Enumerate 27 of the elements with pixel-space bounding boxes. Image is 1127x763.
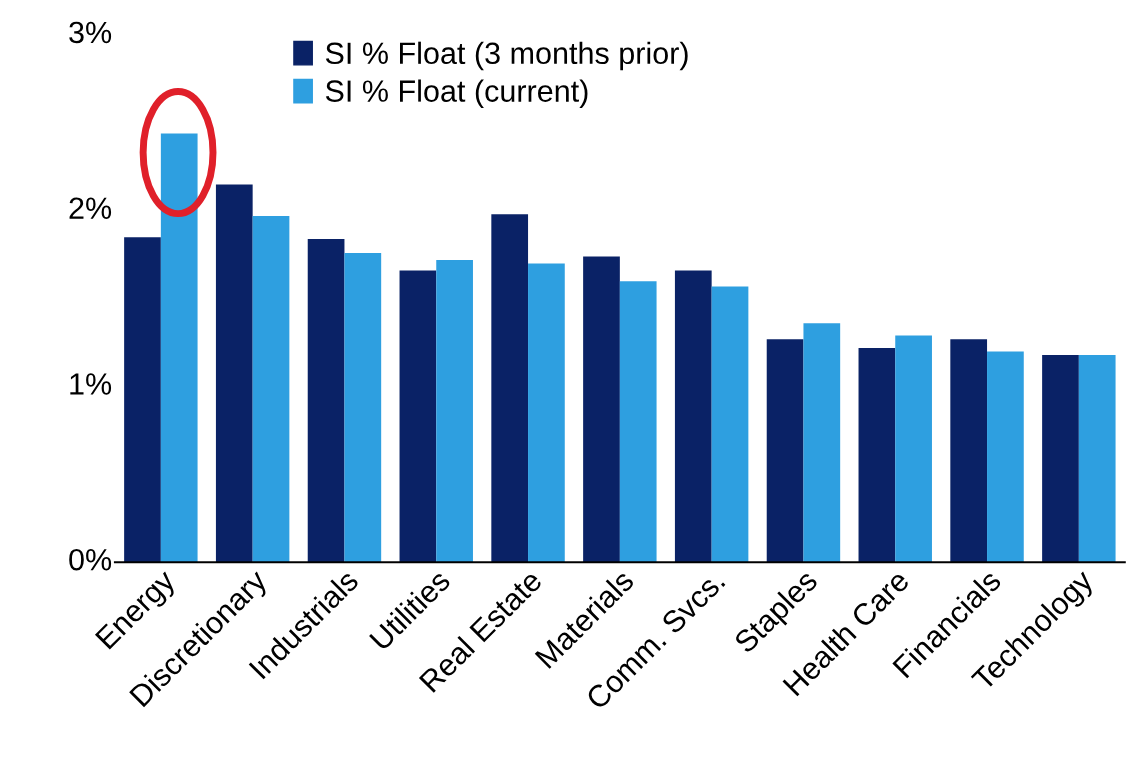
bar (399, 270, 437, 563)
bar (583, 256, 620, 563)
bar (252, 216, 290, 563)
bar (619, 281, 657, 563)
bar (307, 238, 345, 563)
bar (124, 237, 161, 563)
bar (528, 263, 565, 563)
bar (858, 347, 896, 563)
y-tick-label: 2% (69, 197, 112, 219)
legend-label: SI % Float (3 months prior) (325, 41, 688, 71)
bar (674, 270, 712, 563)
y-tick-label: 0% (69, 548, 112, 571)
bar (344, 253, 382, 563)
bar (987, 351, 1024, 563)
bar (895, 335, 932, 563)
bar (215, 184, 253, 563)
bar (1078, 354, 1116, 563)
bar (766, 339, 804, 563)
bar (1042, 354, 1079, 563)
y-tick-label: 3% (69, 21, 112, 44)
legend-label: SI % Float (current) (325, 79, 588, 108)
bar (950, 339, 988, 563)
y-tick-label: 1% (70, 373, 112, 395)
bar (491, 214, 529, 563)
bar (803, 323, 841, 563)
bar (436, 260, 473, 563)
bar (711, 286, 749, 563)
